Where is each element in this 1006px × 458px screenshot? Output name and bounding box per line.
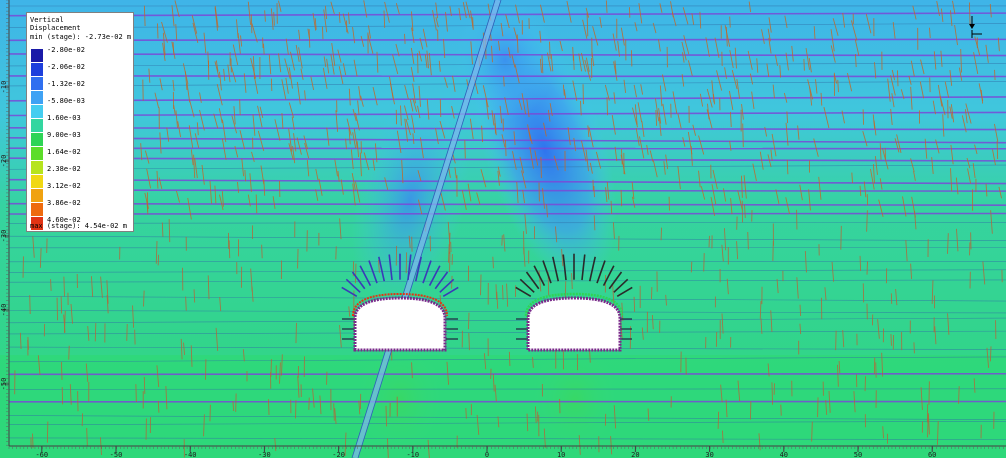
legend-swatch: [31, 203, 43, 217]
legend-min-text: min (stage): -2.73e-02 m: [30, 33, 132, 41]
x-tick-label: 20: [631, 451, 639, 458]
rock-bolt: [341, 286, 358, 298]
rock-bolt: [407, 254, 412, 281]
legend-color-scale: [31, 49, 43, 231]
rock-bolt: [359, 265, 372, 286]
tunnel-right[interactable]: [515, 253, 633, 352]
legend-tick-label: 1.60e-03: [47, 114, 81, 122]
legend-swatch: [31, 175, 43, 189]
legend-tick-label: 3.86e-02: [47, 199, 81, 207]
legend-swatch: [31, 49, 43, 63]
rock-bolt: [608, 271, 623, 290]
legend-swatch: [31, 105, 43, 119]
y-tick-label: -30: [0, 230, 8, 243]
x-tick-label: 60: [928, 451, 936, 458]
legend-tick-label: -2.80e-02: [47, 46, 85, 54]
rock-bolt: [613, 278, 629, 293]
tunnel-left-liner: [352, 292, 448, 317]
rock-bolt: [434, 271, 449, 290]
rock-bolt: [596, 260, 606, 284]
y-tick-label: -10: [0, 81, 8, 94]
legend-title-line2: Displacement: [30, 24, 81, 32]
x-axis: -60 -50 -40 -30 -20 -10 0 10 20 30 40 50 60: [8, 445, 1006, 458]
rock-bolt: [428, 265, 441, 286]
y-tick-label: -50: [0, 378, 8, 391]
rock-bolt: [378, 256, 386, 282]
legend-swatch: [31, 77, 43, 91]
y-axis: -10 -20 -30 -40 -50: [0, 0, 10, 446]
legend-swatch: [31, 63, 43, 77]
x-tick-label: -20: [332, 451, 345, 458]
rock-bolt: [552, 256, 560, 282]
rock-bolt: [602, 265, 615, 286]
legend-tick-label: -5.80e-03: [47, 97, 85, 105]
x-tick-label: -50: [110, 451, 123, 458]
x-tick-label: -10: [406, 451, 419, 458]
rock-bolt: [525, 271, 540, 290]
rock-bolt: [616, 286, 633, 298]
rock-bolt: [588, 256, 596, 282]
x-tick-label: -40: [184, 451, 197, 458]
bedding-planes: [8, 5, 1006, 440]
legend-tick-label: 4.60e-02: [47, 216, 81, 224]
rock-bolts-right: [515, 253, 633, 340]
legend-title-line1: Vertical: [30, 16, 64, 24]
rock-bolt: [581, 254, 586, 281]
displacement-zone-left: [351, 91, 469, 309]
legend-max-text: max (stage): 4.54e-02 m: [30, 222, 127, 230]
heave-zone-left: [355, 345, 445, 455]
legend-swatch: [31, 161, 43, 175]
legend-tick-label: -1.32e-02: [47, 80, 85, 88]
x-tick-label: 10: [557, 451, 565, 458]
legend-swatch: [31, 91, 43, 105]
rock-bolt: [422, 260, 432, 284]
legend-tick-label: 9.00e-03: [47, 131, 81, 139]
rock-bolt: [414, 256, 422, 282]
legend-tick-label: -2.06e-02: [47, 63, 85, 71]
legend-swatch: [31, 133, 43, 147]
north-arrow-icon: [969, 16, 982, 38]
rock-bolt: [388, 254, 393, 281]
joint-traces: [14, 0, 1003, 458]
displacement-zone-top: [455, 0, 555, 120]
legend[interactable]: Vertical Displacement min (stage): -2.73…: [26, 12, 134, 232]
rock-bolts-left: [341, 253, 459, 340]
legend-tick-labels: -2.80e-02 -2.06e-02 -1.32e-02 -5.80e-03 1.60…: [47, 46, 133, 228]
legend-tick-label: 1.64e-02: [47, 148, 81, 156]
x-tick-label: 30: [705, 451, 713, 458]
legend-tick-label: 3.12e-02: [47, 182, 81, 190]
rock-bolt: [515, 286, 532, 298]
rock-bolt: [368, 260, 378, 284]
x-tick-label: -30: [258, 451, 271, 458]
tunnel-left[interactable]: [341, 253, 459, 352]
rock-bolt: [345, 278, 361, 293]
x-tick-label: 40: [780, 451, 788, 458]
rock-bolt: [542, 260, 552, 284]
tunnel-left-excavation: [353, 296, 447, 352]
legend-swatch: [31, 147, 43, 161]
legend-swatch: [31, 119, 43, 133]
lower-green-zone: [0, 355, 1006, 458]
legend-swatch: [31, 217, 43, 231]
rock-bolt: [519, 278, 535, 293]
legend-swatch: [31, 189, 43, 203]
rock-bolt: [562, 254, 567, 281]
rock-bolt: [439, 278, 455, 293]
legend-tick-label: 2.38e-02: [47, 165, 81, 173]
rock-bolt: [351, 271, 366, 290]
x-tick-label: 0: [485, 451, 489, 458]
heave-zone-right: [530, 345, 620, 455]
tunnel-right-liner: [524, 292, 624, 317]
fault-zone: [351, 0, 502, 458]
rock-bolt: [533, 265, 546, 286]
tunnel-right-excavation: [526, 296, 622, 352]
y-tick-label: -40: [0, 304, 8, 317]
y-tick-label: -20: [0, 155, 8, 168]
rock-bolt: [442, 286, 459, 298]
x-tick-label: 50: [854, 451, 862, 458]
x-tick-label: -60: [35, 451, 48, 458]
